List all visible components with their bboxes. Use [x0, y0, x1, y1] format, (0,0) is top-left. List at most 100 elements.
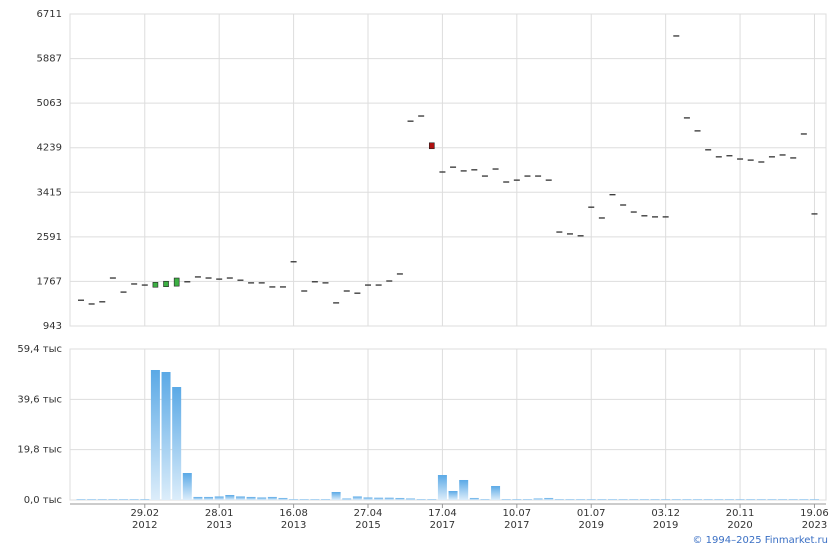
volume-bar — [310, 499, 320, 500]
candle — [248, 282, 255, 284]
candle — [556, 231, 563, 233]
candle — [513, 179, 520, 181]
volume-bar — [544, 497, 554, 500]
volume-bar — [87, 499, 97, 500]
volume-bar — [331, 491, 341, 500]
candle — [396, 273, 403, 275]
candle — [386, 280, 393, 282]
volume-bar — [491, 486, 501, 500]
volume-bar — [363, 497, 373, 500]
volume-bar — [129, 499, 139, 500]
volume-bar — [512, 499, 522, 500]
volume-bar — [448, 491, 458, 500]
candle — [503, 181, 510, 183]
candle — [311, 281, 318, 283]
x-tick-label: 16.08 2013 — [279, 508, 308, 531]
x-tick-label: 20.11 2020 — [725, 508, 755, 531]
candle — [163, 280, 169, 287]
candle — [577, 235, 584, 237]
volume-bar — [586, 499, 596, 500]
candle — [630, 211, 637, 213]
volume-bar — [437, 475, 447, 500]
volume-bar — [352, 496, 362, 500]
candle — [301, 290, 308, 292]
candle — [322, 282, 329, 284]
candle — [683, 117, 690, 119]
volume-bar — [629, 499, 639, 500]
volume-bar — [150, 369, 160, 500]
volume-bar — [140, 499, 150, 500]
volume-bar — [746, 499, 756, 500]
candle — [545, 179, 552, 181]
candle — [205, 277, 212, 279]
candle — [673, 35, 680, 37]
volume-bar — [384, 497, 394, 500]
volume-bar — [257, 497, 267, 500]
volume-bar — [639, 499, 649, 500]
volume-bar — [246, 496, 256, 500]
y-tick-label: 3415 — [37, 187, 62, 198]
candle — [811, 213, 818, 215]
volume-bar — [671, 499, 681, 500]
y-tick-label: 4239 — [37, 143, 62, 154]
candle — [566, 233, 573, 235]
candle — [88, 303, 95, 305]
volume-bar — [459, 479, 469, 500]
candle — [471, 169, 478, 171]
y-tick-label: 0,0 тыс — [24, 495, 62, 506]
volume-bar — [406, 498, 416, 500]
candle — [737, 158, 744, 160]
candle — [694, 130, 701, 132]
volume-bar — [427, 499, 437, 500]
candle — [184, 281, 191, 283]
volume-bar — [565, 499, 575, 500]
volume-bar — [299, 499, 309, 500]
candle — [333, 302, 340, 304]
volume-bar — [119, 499, 129, 500]
candle — [609, 194, 616, 196]
volume-bar — [522, 499, 532, 500]
candle — [598, 217, 605, 219]
volume-bar — [693, 499, 703, 500]
candle — [800, 133, 807, 135]
x-tick-label: 10.07 2017 — [502, 508, 532, 531]
volume-bar — [809, 499, 819, 500]
x-tick-label: 19.06 2023 — [800, 508, 829, 531]
candle — [652, 216, 659, 218]
volume-bar — [278, 497, 288, 500]
volume-bar — [416, 499, 426, 500]
x-tick-label: 01.07 2019 — [576, 508, 606, 531]
y-tick-label: 39,6 тыс — [17, 394, 62, 405]
candle — [407, 120, 414, 122]
candle — [418, 115, 425, 117]
price-frame — [69, 13, 827, 327]
candle — [194, 276, 201, 278]
copyright[interactable]: © 1994–2025 Finmarket.ru — [692, 535, 828, 546]
volume-bar — [788, 499, 798, 500]
volume-bar — [289, 499, 299, 500]
candle — [141, 284, 148, 286]
volume-bar — [703, 499, 713, 500]
volume-bar — [395, 497, 405, 500]
volume-bar — [661, 499, 671, 500]
volume-bar — [501, 499, 511, 500]
volume-bar — [735, 499, 745, 500]
volume-bar — [97, 499, 107, 500]
volume-bar — [799, 499, 809, 500]
volume-bar — [225, 494, 235, 500]
volume-bar — [108, 499, 118, 500]
volume-bar — [235, 496, 245, 500]
candle — [726, 155, 733, 157]
volume-bar — [714, 499, 724, 500]
volume-bar — [618, 499, 628, 500]
candle — [343, 290, 350, 292]
candle — [524, 175, 531, 177]
candle — [715, 156, 722, 158]
candle — [173, 277, 180, 287]
candle — [705, 149, 712, 151]
volume-bar — [267, 496, 277, 500]
candle — [481, 175, 488, 177]
candle — [492, 168, 499, 170]
x-tick-label: 17.04 2017 — [428, 508, 457, 531]
volume-bar — [778, 499, 788, 500]
